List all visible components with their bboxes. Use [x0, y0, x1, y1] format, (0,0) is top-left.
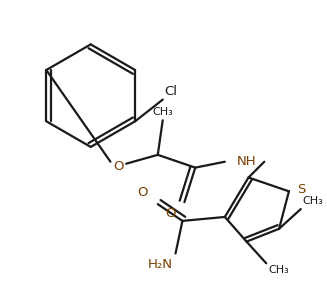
Text: O: O — [113, 160, 124, 173]
Text: S: S — [297, 183, 305, 196]
Text: Cl: Cl — [165, 85, 178, 98]
Text: H₂N: H₂N — [147, 258, 173, 271]
Text: O: O — [165, 207, 176, 220]
Text: NH: NH — [237, 155, 256, 168]
Text: CH₃: CH₃ — [268, 265, 289, 275]
Text: CH₃: CH₃ — [152, 107, 173, 117]
Text: O: O — [137, 186, 148, 199]
Text: CH₃: CH₃ — [303, 196, 323, 206]
